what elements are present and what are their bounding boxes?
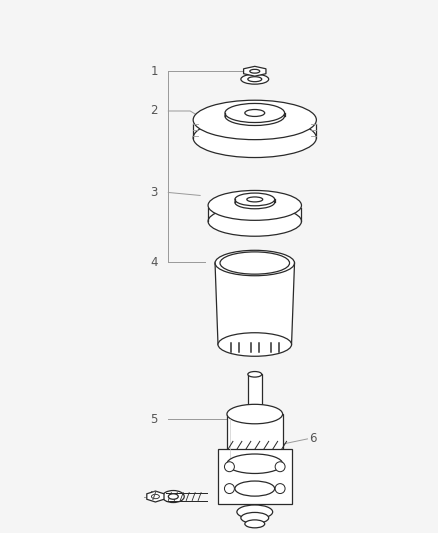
- Ellipse shape: [168, 494, 178, 499]
- Ellipse shape: [275, 483, 285, 494]
- Ellipse shape: [237, 505, 273, 519]
- Ellipse shape: [235, 196, 275, 209]
- Text: 2: 2: [150, 104, 158, 117]
- Ellipse shape: [225, 107, 285, 125]
- Ellipse shape: [218, 333, 292, 356]
- Bar: [218, 449, 292, 504]
- Ellipse shape: [193, 100, 316, 140]
- Bar: [227, 414, 283, 464]
- Polygon shape: [227, 464, 283, 489]
- Text: 3: 3: [150, 186, 158, 199]
- Text: 6: 6: [309, 432, 317, 446]
- Bar: [248, 374, 262, 414]
- Ellipse shape: [235, 481, 275, 496]
- Ellipse shape: [245, 520, 265, 528]
- Ellipse shape: [224, 462, 234, 472]
- Ellipse shape: [248, 77, 262, 82]
- Polygon shape: [244, 66, 266, 76]
- Ellipse shape: [193, 118, 316, 158]
- Ellipse shape: [225, 103, 285, 123]
- Text: 4: 4: [150, 255, 158, 269]
- Ellipse shape: [241, 512, 268, 523]
- Ellipse shape: [248, 372, 262, 377]
- Ellipse shape: [275, 462, 285, 472]
- Ellipse shape: [220, 252, 290, 274]
- Polygon shape: [215, 263, 294, 344]
- Ellipse shape: [162, 490, 184, 503]
- Polygon shape: [147, 491, 164, 502]
- Ellipse shape: [247, 197, 263, 202]
- Text: 5: 5: [150, 413, 158, 425]
- Ellipse shape: [215, 251, 294, 276]
- Text: 7: 7: [150, 490, 158, 503]
- Polygon shape: [208, 208, 301, 221]
- Ellipse shape: [227, 454, 283, 473]
- Ellipse shape: [224, 483, 234, 494]
- Ellipse shape: [241, 74, 268, 84]
- Ellipse shape: [245, 109, 265, 116]
- Ellipse shape: [235, 193, 275, 206]
- Ellipse shape: [152, 494, 159, 499]
- Ellipse shape: [250, 69, 260, 73]
- Ellipse shape: [208, 206, 301, 236]
- Polygon shape: [193, 124, 316, 138]
- Ellipse shape: [208, 190, 301, 220]
- Text: 1: 1: [150, 64, 158, 78]
- Ellipse shape: [227, 405, 283, 424]
